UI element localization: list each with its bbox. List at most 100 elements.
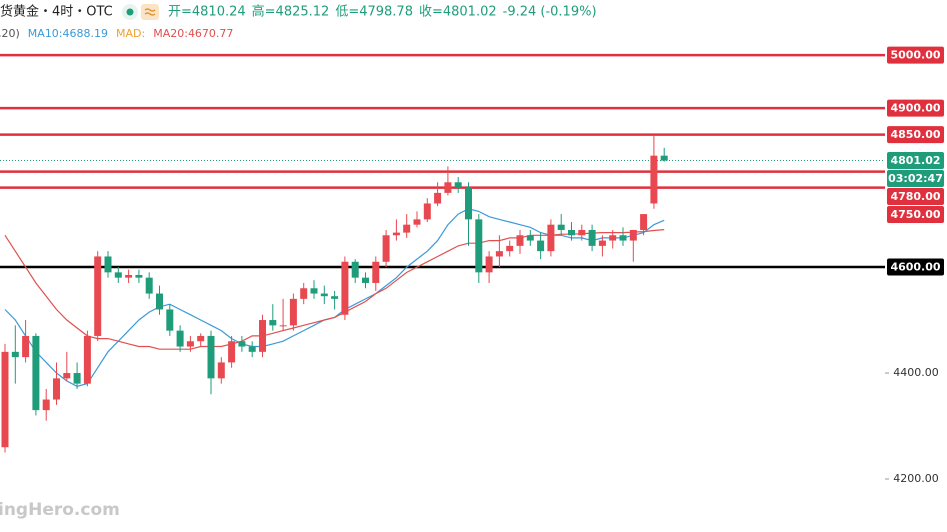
change-value: -9.24 (-0.19%) <box>503 5 597 20</box>
candle-body <box>475 219 483 273</box>
candle-body <box>516 235 524 246</box>
plot-area <box>0 53 885 453</box>
ma-legend: ,20) MA10:4688.19 MAD: MA20:4670.77 <box>0 27 233 40</box>
candle-body <box>269 320 277 326</box>
candle-body <box>248 346 256 352</box>
level-label-bg <box>887 46 944 64</box>
status-dot <box>126 8 134 16</box>
candle-body <box>341 261 349 315</box>
candle-body <box>42 399 50 411</box>
candle-body <box>423 203 431 220</box>
level-label: 4600.00 <box>890 261 940 274</box>
candle-body <box>135 275 143 278</box>
candle-body <box>434 192 442 204</box>
candle-body <box>629 229 637 241</box>
candle-body <box>392 232 400 236</box>
candle-body <box>537 240 545 252</box>
candle-body <box>166 309 174 331</box>
candle-body <box>588 229 596 246</box>
price-axis: 4400.00 4200.00 4801.02 03:02:47 5000.00 4900… <box>885 46 944 485</box>
level-label: 4850.00 <box>890 128 940 141</box>
candle-body <box>197 335 205 342</box>
candle-body <box>568 229 575 236</box>
candle-body <box>372 261 380 283</box>
candle-body <box>413 219 421 225</box>
last-price-label-bg <box>887 152 944 170</box>
candle-body <box>578 229 586 236</box>
level-label-bg <box>887 188 944 206</box>
countdown-label: 03:02:47 <box>888 172 943 185</box>
candle-body <box>495 251 503 257</box>
candle-body <box>547 224 555 252</box>
candle-body <box>660 155 668 161</box>
candle-body <box>145 277 153 294</box>
candle-body <box>83 335 91 384</box>
candle-body <box>382 235 390 262</box>
candle-body <box>619 235 627 241</box>
candle-body <box>125 275 133 278</box>
countdown-label-bg <box>887 170 944 188</box>
candle-body <box>598 240 606 246</box>
candle-body <box>506 245 514 252</box>
ma-legend-item: MAD: <box>116 27 145 40</box>
symbol: 货黄金・4时・OTC <box>0 4 113 20</box>
candle-body <box>465 187 472 220</box>
watermark: ingHero.com <box>0 500 120 520</box>
candle-body <box>362 277 369 283</box>
level-label-bg <box>887 99 944 117</box>
level-label: 4900.00 <box>890 102 940 115</box>
candle-body <box>351 261 359 278</box>
candle-body <box>403 224 411 233</box>
candle-body <box>176 330 184 347</box>
candle-body <box>63 373 71 379</box>
candle-body <box>259 320 266 352</box>
candle-body <box>320 293 328 297</box>
candle-body <box>444 182 452 193</box>
level-label-bg <box>887 206 944 224</box>
y-tick-label: 4200.00 <box>893 472 939 485</box>
candle-body <box>485 256 493 273</box>
candle-body <box>331 296 339 299</box>
candle-body <box>1 351 9 448</box>
level-label: 5000.00 <box>890 49 940 62</box>
candle-body <box>114 272 122 278</box>
candle-body <box>609 235 617 241</box>
candle-body <box>186 341 194 347</box>
candle-body <box>228 341 236 363</box>
ma-legend-item: ,20) <box>0 27 20 40</box>
candle-body <box>454 182 462 188</box>
level-label-bg <box>887 258 944 276</box>
candle-body <box>279 325 287 327</box>
ohlc-value: 高=4825.12 <box>252 4 330 20</box>
last-price-label: 4801.02 <box>890 154 940 167</box>
ohlc-value: 开=4810.24 <box>168 5 246 20</box>
candle-body <box>289 298 297 326</box>
y-tick-label: 4400.00 <box>893 366 939 379</box>
candle-body <box>11 351 19 358</box>
candle-body <box>300 288 308 299</box>
ohlc-legend: 开=4810.24 高=4825.12 低=4798.78 收=4801.02 -9.2… <box>168 4 597 20</box>
candle-body <box>310 288 318 294</box>
candle-body <box>73 373 81 384</box>
candle-body <box>53 378 60 400</box>
candle-body <box>557 224 565 230</box>
level-label-bg <box>887 126 944 144</box>
ohlc-value: 低=4798.78 <box>335 5 413 20</box>
candle-body <box>238 341 246 347</box>
candle-body <box>526 235 534 241</box>
candle-body <box>104 256 112 273</box>
candle-body <box>156 293 163 310</box>
candle-body <box>207 335 215 379</box>
extended-glyph <box>144 8 156 16</box>
candle-body <box>650 155 658 204</box>
level-label: 4780.00 <box>890 190 940 203</box>
candle-body <box>32 335 40 411</box>
ma-legend-item: MA10:4688.19 <box>28 27 108 40</box>
candle-body <box>640 214 648 230</box>
candle-body <box>217 362 225 379</box>
candle-body <box>94 256 102 336</box>
level-label: 4750.00 <box>890 208 940 221</box>
ma-legend-item: MA20:4670.77 <box>153 27 233 40</box>
extended-icon <box>141 4 159 20</box>
